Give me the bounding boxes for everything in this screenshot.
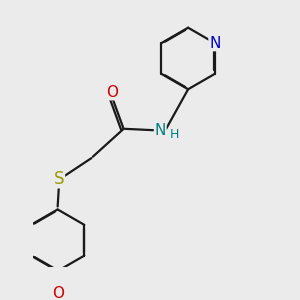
Text: O: O xyxy=(52,286,64,300)
Text: S: S xyxy=(54,170,64,188)
Text: O: O xyxy=(106,85,118,100)
Text: H: H xyxy=(170,128,180,141)
Text: N: N xyxy=(154,123,166,138)
Text: N: N xyxy=(209,36,220,51)
